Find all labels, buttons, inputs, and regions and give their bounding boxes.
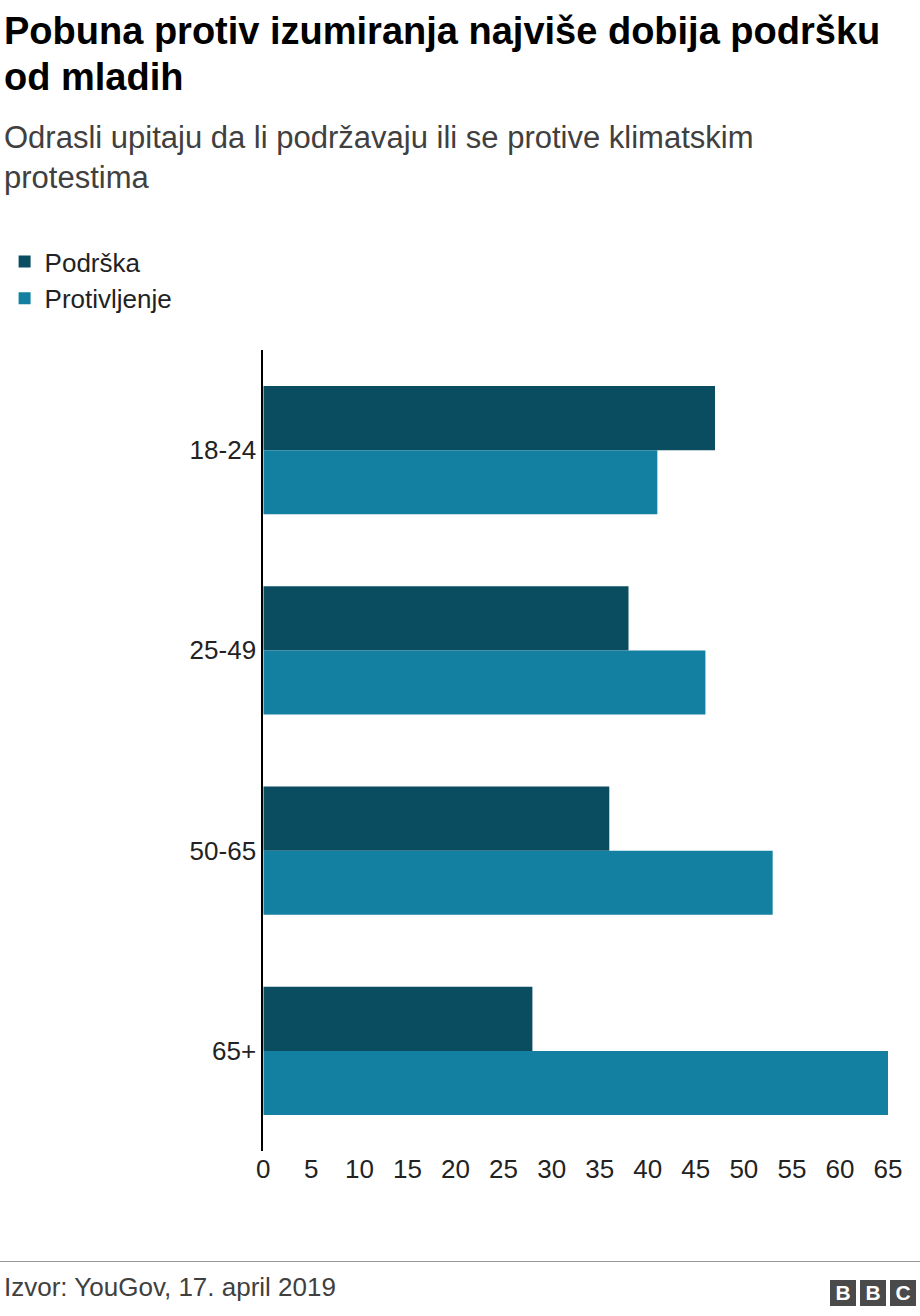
svg-text:Podrška: Podrška (45, 248, 141, 278)
svg-text:25-49: 25-49 (190, 635, 257, 665)
html-text:Pobuna protiv izumiranja najvi: Pobuna protiv izumiranja najviše dobija … (4, 10, 881, 98)
svg-text:65: 65 (874, 1154, 903, 1184)
svg-text:18-24: 18-24 (190, 435, 257, 465)
svg-text:40: 40 (633, 1154, 662, 1184)
svg-text:0: 0 (256, 1154, 270, 1184)
svg-text:10: 10 (345, 1154, 374, 1184)
html-text:B: B (865, 1281, 881, 1304)
svg-text:20: 20 (441, 1154, 470, 1184)
svg-text:65+: 65+ (212, 1036, 256, 1066)
svg-text:Protivljenje: Protivljenje (45, 284, 172, 314)
html-text:C: C (895, 1281, 911, 1304)
svg-text:35: 35 (585, 1154, 614, 1184)
svg-text:50: 50 (729, 1154, 758, 1184)
svg-text:45: 45 (681, 1154, 710, 1184)
svg-text:15: 15 (393, 1154, 422, 1184)
html-text:Odrasli upitaju da li podržava: Odrasli upitaju da li podržavaju ili se … (4, 120, 754, 195)
svg-text:25: 25 (489, 1154, 518, 1184)
svg-text:30: 30 (537, 1154, 566, 1184)
html-text:Izvor: YouGov, 17. april 2019: Izvor: YouGov, 17. april 2019 (4, 1272, 336, 1302)
svg-text:60: 60 (825, 1154, 854, 1184)
html-text:B: B (835, 1281, 851, 1304)
svg-text:50-65: 50-65 (190, 836, 257, 866)
svg-text:55: 55 (777, 1154, 806, 1184)
svg-text:5: 5 (304, 1154, 318, 1184)
